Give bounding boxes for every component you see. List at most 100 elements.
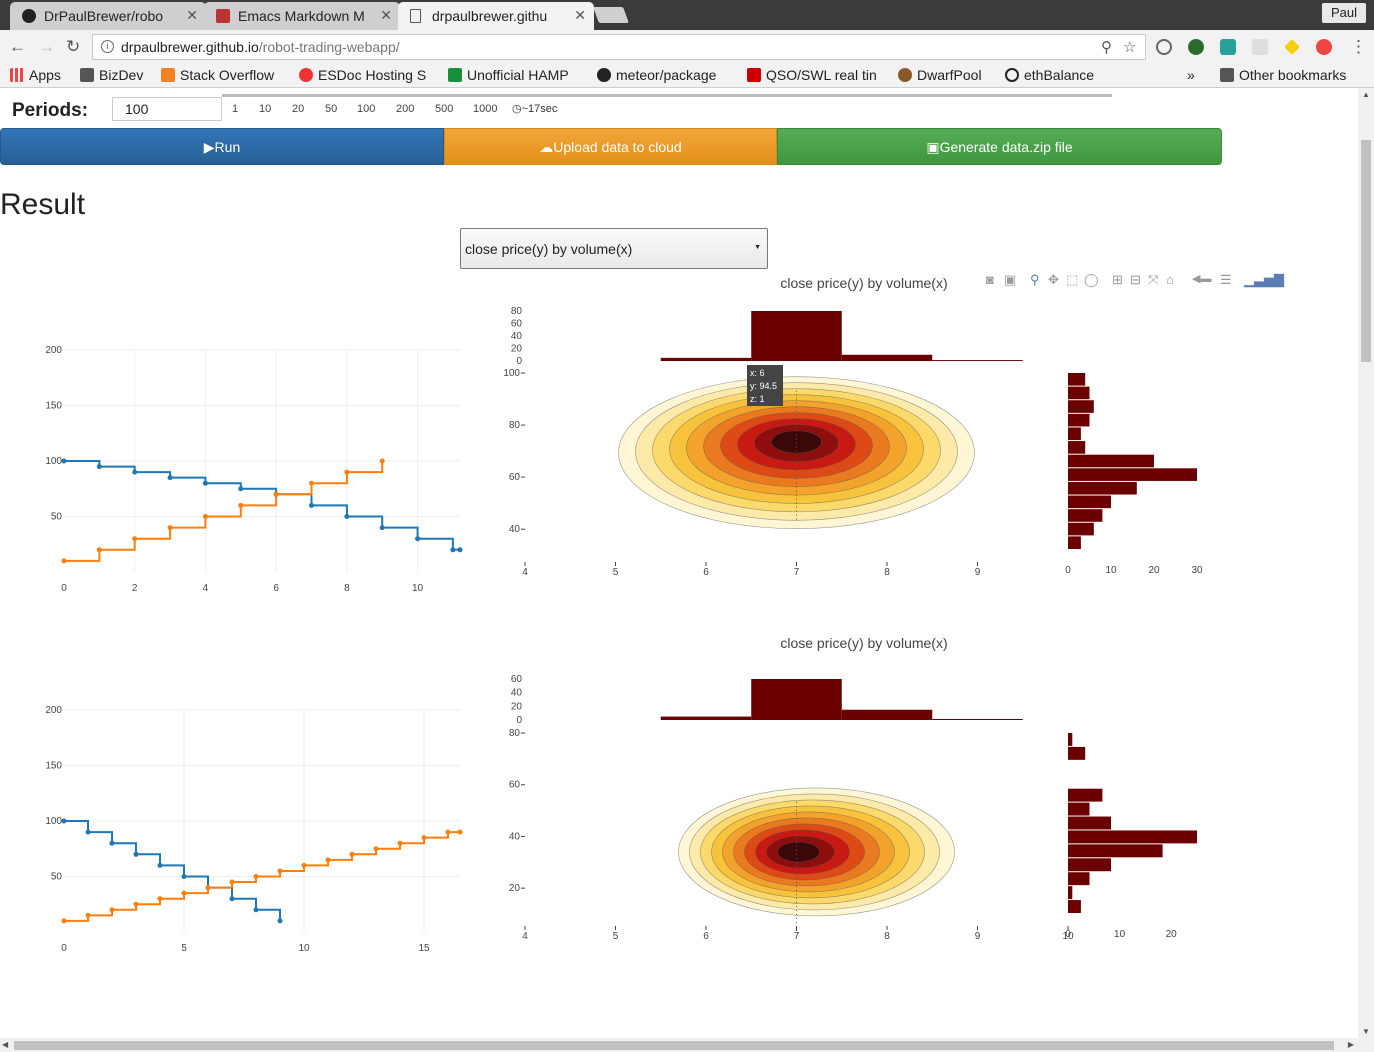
top-hist-tick: 0 (516, 715, 522, 726)
right-hist-bar (1068, 536, 1081, 549)
new-tab-button[interactable] (593, 7, 629, 23)
bolt-extension-icon[interactable] (1284, 39, 1300, 55)
tab-github[interactable]: DrPaulBrewer/robo ✕ (10, 2, 206, 30)
bookmark-label: Unofficial HAMP (467, 67, 569, 83)
bookmark-bizdev[interactable]: BizDev (80, 67, 143, 83)
bookmark-ethbalance[interactable]: ethBalance (1005, 67, 1094, 83)
zoom-icon[interactable]: ⚲ (1101, 39, 1112, 56)
bookmark-qso[interactable]: QSO/SWL real tin (747, 67, 885, 83)
user-profile-button[interactable]: Paul (1321, 3, 1366, 23)
run-label: Run (214, 139, 241, 155)
autoscale-icon[interactable]: ⤧ (1148, 272, 1159, 287)
series-line (64, 461, 384, 562)
scroll-right-icon[interactable]: ▶ (1347, 1040, 1354, 1049)
data-point (61, 558, 67, 564)
right-hist-bar (1068, 788, 1103, 802)
reload-icon[interactable]: ↻ (66, 37, 81, 56)
tab-robot-trading[interactable]: drpaulbrewer.githu ✕ (398, 2, 594, 30)
hover-closest-icon[interactable]: ◀▬ (1192, 273, 1212, 285)
more-bookmarks-button[interactable]: » (1187, 67, 1195, 83)
right-hist-tick: 10 (1105, 565, 1117, 576)
close-icon[interactable]: ✕ (186, 7, 198, 23)
bookmark-meteor[interactable]: meteor/package (597, 67, 733, 83)
period-button-1000[interactable]: 1000 (473, 103, 498, 115)
right-hist-bar (1068, 844, 1163, 858)
data-point (325, 857, 331, 863)
y-tick-label: 60 (509, 780, 521, 791)
address-bar[interactable]: i drpaulbrewer.github.io/robot-trading-w… (92, 34, 1146, 60)
right-hist-tick: 0 (1065, 929, 1071, 940)
top-hist-bar (660, 716, 752, 720)
scroll-left-icon[interactable]: ◀ (2, 1040, 9, 1049)
bookmark-stackoverflow[interactable]: Stack Overflow (161, 67, 274, 83)
scroll-thumb[interactable] (1361, 140, 1371, 362)
camera-icon[interactable]: ◙ (986, 272, 994, 287)
globe-extension-icon[interactable] (1188, 39, 1204, 55)
lasso-icon[interactable]: ◯ (1084, 272, 1099, 287)
close-icon[interactable]: ✕ (574, 7, 586, 23)
play-icon: ▶ (203, 139, 215, 155)
bookmark-esdoc[interactable]: ESDoc Hosting S (299, 67, 433, 83)
period-button-500[interactable]: 500 (435, 103, 454, 115)
period-button-20[interactable]: 20 (292, 103, 305, 115)
save-plot-icon[interactable]: ▣ (1004, 272, 1017, 287)
grey-extension-icon[interactable] (1252, 39, 1268, 55)
home-icon[interactable]: ⌂ (1166, 272, 1174, 287)
tab-emacs[interactable]: Emacs Markdown M ✕ (204, 2, 400, 30)
save-icon: ▣ (926, 139, 940, 155)
vertical-scrollbar[interactable]: ▲ ▼ (1358, 88, 1374, 1038)
view-select[interactable]: close price(y) by volume(x) ▼ (460, 228, 768, 269)
top-hist-tick: 40 (511, 331, 523, 342)
close-icon[interactable]: ✕ (380, 7, 392, 23)
scroll-up-icon[interactable]: ▲ (1362, 90, 1370, 99)
extension-on-icon[interactable] (1156, 39, 1172, 55)
bookmark-apps[interactable]: Apps (10, 67, 61, 83)
period-button-200[interactable]: 200 (396, 103, 415, 115)
zoom-icon[interactable]: ⚲ (1030, 272, 1040, 287)
period-button-100[interactable]: 100 (357, 103, 376, 115)
periods-input[interactable] (112, 97, 222, 121)
info-icon[interactable]: i (101, 40, 114, 53)
pan-icon[interactable]: ✥ (1048, 272, 1059, 287)
top-hist-tick: 20 (511, 344, 523, 355)
x-tick-label: 5 (613, 567, 619, 578)
top-hist-tick: 80 (511, 306, 523, 317)
series-line (64, 831, 460, 922)
upload-button[interactable]: ☁Upload data to cloud (444, 128, 777, 165)
hover-compare-icon[interactable]: ☰ (1220, 272, 1232, 287)
menu-icon[interactable]: ⋮ (1350, 37, 1367, 56)
x-tick-label: 0 (61, 943, 67, 954)
period-button-10[interactable]: 10 (259, 103, 272, 115)
contour-level (771, 430, 822, 454)
bookmark-dwarfpool[interactable]: DwarfPool (898, 67, 982, 83)
bookmark-hamp[interactable]: Unofficial HAMP (448, 67, 582, 83)
data-point (445, 829, 451, 835)
reddit-extension-icon[interactable] (1316, 39, 1332, 55)
scroll-down-icon[interactable]: ▼ (1362, 1027, 1370, 1036)
data-point (132, 469, 138, 475)
x-tick-label: 2 (132, 583, 138, 594)
back-icon[interactable]: ← (9, 37, 26, 56)
qso-icon (747, 68, 761, 82)
other-bookmarks[interactable]: Other bookmarks (1220, 67, 1346, 83)
top-hist-tick: 0 (516, 356, 522, 367)
period-button-1[interactable]: 1 (232, 103, 239, 115)
bookmark-star-icon[interactable]: ☆ (1123, 39, 1137, 56)
forward-icon[interactable]: → (38, 37, 55, 56)
x-tick-label: 5 (613, 931, 619, 942)
generate-zip-button[interactable]: ▣Generate data.zip file (777, 128, 1222, 165)
plotly-logo-icon[interactable]: ▁▃▅▇ (1244, 272, 1284, 287)
run-button[interactable]: ▶Run (0, 128, 444, 165)
horizontal-scrollbar[interactable]: ◀ ▶ (0, 1038, 1374, 1052)
box-select-icon[interactable]: ⬚ (1066, 272, 1079, 287)
cloud-upload-icon: ☁ (539, 139, 554, 155)
period-button-50[interactable]: 50 (325, 103, 338, 115)
zoom-in-icon[interactable]: ⊞ (1112, 272, 1123, 287)
link-icon (1005, 68, 1019, 82)
scroll-thumb[interactable] (14, 1041, 1334, 1050)
c-extension-icon[interactable] (1220, 39, 1236, 55)
url-path: /robot-trading-webapp/ (258, 39, 400, 55)
apps-icon (10, 68, 24, 82)
zoom-out-icon[interactable]: ⊟ (1130, 272, 1141, 287)
